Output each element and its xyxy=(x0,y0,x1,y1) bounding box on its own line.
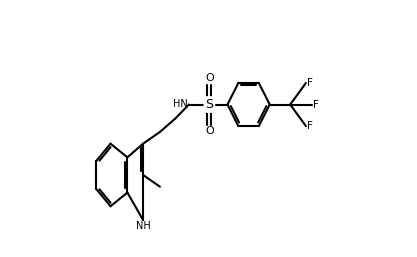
Text: F: F xyxy=(313,99,319,109)
Text: F: F xyxy=(307,78,313,88)
Text: S: S xyxy=(206,98,214,111)
Text: F: F xyxy=(307,121,313,131)
Text: O: O xyxy=(205,126,214,136)
Text: NH: NH xyxy=(136,221,151,231)
Text: O: O xyxy=(205,73,214,83)
Text: HN: HN xyxy=(173,99,188,109)
